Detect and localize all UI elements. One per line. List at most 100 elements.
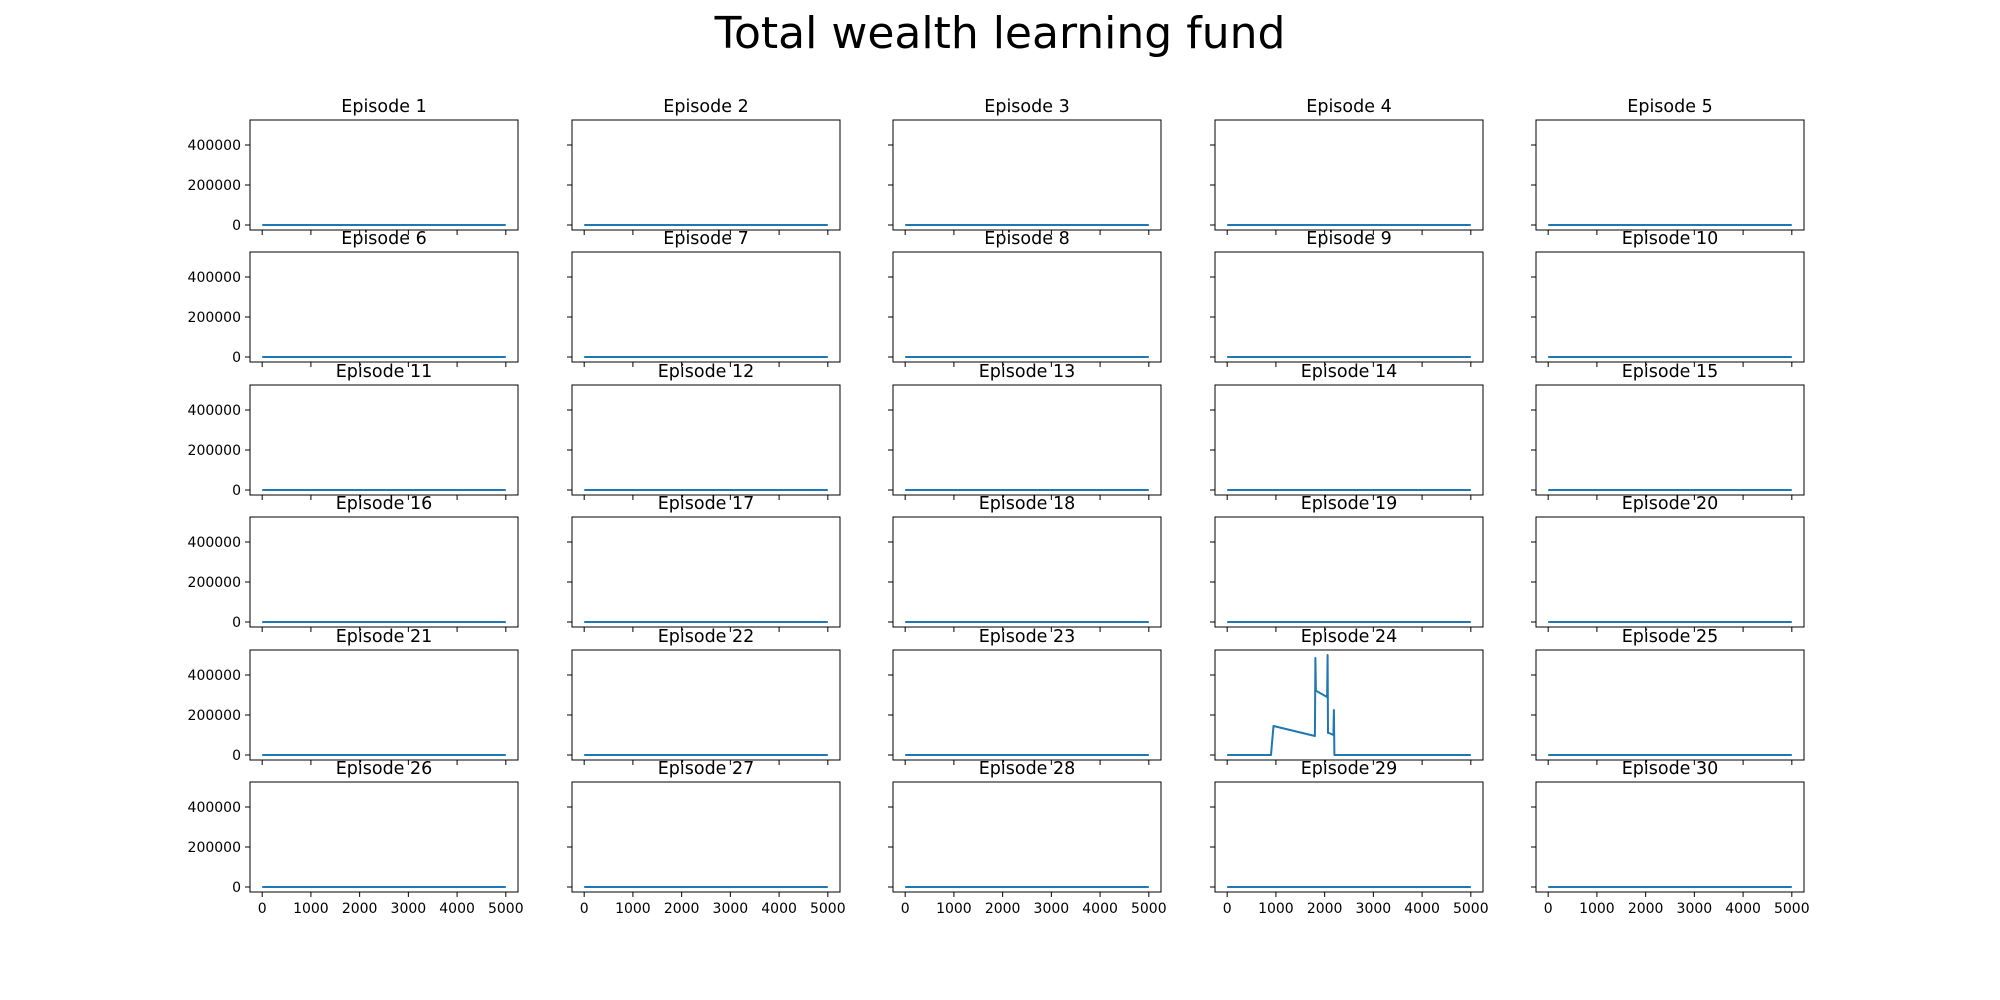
axes-frame bbox=[1535, 781, 1805, 893]
x-tick-label: 0 bbox=[901, 901, 910, 917]
subplot-title: Episode 8 bbox=[984, 229, 1069, 249]
x-tick-label: 0 bbox=[580, 901, 589, 917]
x-tick-label: 5000 bbox=[488, 901, 524, 917]
x-tick-label: 5000 bbox=[1774, 901, 1810, 917]
axes-frame bbox=[1535, 251, 1805, 363]
subplot-title: Episode 7 bbox=[663, 229, 748, 249]
subplot-title: Episode 24 bbox=[1301, 627, 1398, 647]
axes-frame bbox=[571, 119, 841, 231]
x-tick-label: 1000 bbox=[293, 901, 329, 917]
y-tick-label: 0 bbox=[232, 748, 241, 764]
subplot-title: Episode 27 bbox=[658, 759, 755, 779]
x-tick-label: 5000 bbox=[1453, 901, 1489, 917]
subplot-episode-1: 0 200000 400000 Episode 1 bbox=[188, 97, 519, 235]
x-tick-label: 5000 bbox=[810, 901, 846, 917]
subplot-episode-15: Episode 15 bbox=[1531, 362, 1805, 500]
y-tick-label: 400000 bbox=[188, 535, 241, 551]
subplot-episode-29: 0 1000 2000 3000 4000 5000 Episode 29 bbox=[1210, 759, 1489, 917]
subplot-title: Episode 19 bbox=[1301, 494, 1398, 514]
x-tick-label: 4000 bbox=[761, 901, 797, 917]
subplot-episode-11: 0 200000 400000 Episode 11 bbox=[188, 362, 519, 500]
subplot-title: Episode 23 bbox=[979, 627, 1076, 647]
subplot-title: Episode 15 bbox=[1622, 362, 1719, 382]
subplot-title: Episode 6 bbox=[341, 229, 426, 249]
x-tick-label: 5000 bbox=[1131, 901, 1167, 917]
subplot-title: Episode 9 bbox=[1306, 229, 1391, 249]
subplot-episode-18: Episode 18 bbox=[888, 494, 1162, 632]
subplot-title: Episode 30 bbox=[1622, 759, 1719, 779]
y-tick-label: 0 bbox=[232, 483, 241, 499]
axes-frame bbox=[892, 251, 1162, 363]
subplot-episode-14: Episode 14 bbox=[1210, 362, 1484, 500]
subplot-title: Episode 25 bbox=[1622, 627, 1719, 647]
axes-frame bbox=[1535, 516, 1805, 628]
figure-title: Total wealth learning fund bbox=[714, 8, 1286, 59]
axes-frame bbox=[892, 516, 1162, 628]
y-tick-label: 200000 bbox=[188, 310, 241, 326]
y-tick-label: 0 bbox=[232, 880, 241, 896]
x-tick-label: 0 bbox=[1544, 901, 1553, 917]
subplot-title: Episode 14 bbox=[1301, 362, 1398, 382]
axes-frame bbox=[892, 781, 1162, 893]
subplot-episode-16: 0 200000 400000 Episode 16 bbox=[188, 494, 519, 632]
subplot-episode-7: Episode 7 bbox=[567, 229, 841, 367]
subplot-title: Episode 11 bbox=[336, 362, 433, 382]
subplot-title: Episode 3 bbox=[984, 97, 1069, 117]
x-tick-label: 4000 bbox=[1725, 901, 1761, 917]
y-tick-label: 0 bbox=[232, 350, 241, 366]
y-tick-label: 200000 bbox=[188, 443, 241, 459]
axes-frame bbox=[249, 516, 519, 628]
x-tick-label: 0 bbox=[258, 901, 267, 917]
axes-frame bbox=[571, 251, 841, 363]
x-tick-label: 4000 bbox=[1082, 901, 1118, 917]
x-tick-label: 1000 bbox=[615, 901, 651, 917]
subplot-episode-17: Episode 17 bbox=[567, 494, 841, 632]
y-tick-label: 200000 bbox=[188, 708, 241, 724]
subplot-title: Episode 5 bbox=[1627, 97, 1712, 117]
subplot-episode-24: Episode 24 bbox=[1210, 627, 1484, 765]
subplot-episode-27: 0 1000 2000 3000 4000 5000 Episode 27 bbox=[567, 759, 846, 917]
y-tick-label: 200000 bbox=[188, 840, 241, 856]
axes-frame bbox=[249, 384, 519, 496]
axes-frame bbox=[249, 649, 519, 761]
axes-frame bbox=[1535, 119, 1805, 231]
subplot-episode-5: Episode 5 bbox=[1531, 97, 1805, 235]
x-tick-label: 1000 bbox=[936, 901, 972, 917]
series-line bbox=[1227, 654, 1471, 756]
subplot-episode-9: Episode 9 bbox=[1210, 229, 1484, 367]
subplot-title: Episode 2 bbox=[663, 97, 748, 117]
axes-frame bbox=[1214, 119, 1484, 231]
subplot-episode-12: Episode 12 bbox=[567, 362, 841, 500]
axes-frame bbox=[571, 516, 841, 628]
subplot-title: Episode 10 bbox=[1622, 229, 1719, 249]
subplot-episode-6: 0 200000 400000 Episode 6 bbox=[188, 229, 519, 367]
x-tick-label: 2000 bbox=[1307, 901, 1343, 917]
x-tick-label: 3000 bbox=[391, 901, 427, 917]
subplot-episode-25: Episode 25 bbox=[1531, 627, 1805, 765]
x-tick-label: 2000 bbox=[342, 901, 378, 917]
subplot-episode-30: 0 1000 2000 3000 4000 5000 Episode 30 bbox=[1531, 759, 1810, 917]
subplot-episode-2: Episode 2 bbox=[567, 97, 841, 235]
subplot-title: Episode 18 bbox=[979, 494, 1076, 514]
subplot-title: Episode 16 bbox=[336, 494, 433, 514]
subplot-title: Episode 21 bbox=[336, 627, 433, 647]
y-tick-label: 400000 bbox=[188, 668, 241, 684]
x-tick-label: 4000 bbox=[439, 901, 475, 917]
axes-frame bbox=[1214, 649, 1484, 761]
y-tick-label: 400000 bbox=[188, 403, 241, 419]
axes-frame bbox=[571, 649, 841, 761]
subplot-episode-23: Episode 23 bbox=[888, 627, 1162, 765]
subplot-title: Episode 4 bbox=[1306, 97, 1391, 117]
axes-frame bbox=[892, 649, 1162, 761]
x-tick-label: 2000 bbox=[664, 901, 700, 917]
axes-frame bbox=[571, 781, 841, 893]
subplot-episode-20: Episode 20 bbox=[1531, 494, 1805, 632]
subplot-episode-3: Episode 3 bbox=[888, 97, 1162, 235]
subplot-title: Episode 26 bbox=[336, 759, 433, 779]
axes-frame bbox=[1214, 384, 1484, 496]
axes-frame bbox=[249, 251, 519, 363]
axes-frame bbox=[892, 119, 1162, 231]
subplot-title: Episode 22 bbox=[658, 627, 755, 647]
subplot-title: Episode 20 bbox=[1622, 494, 1719, 514]
